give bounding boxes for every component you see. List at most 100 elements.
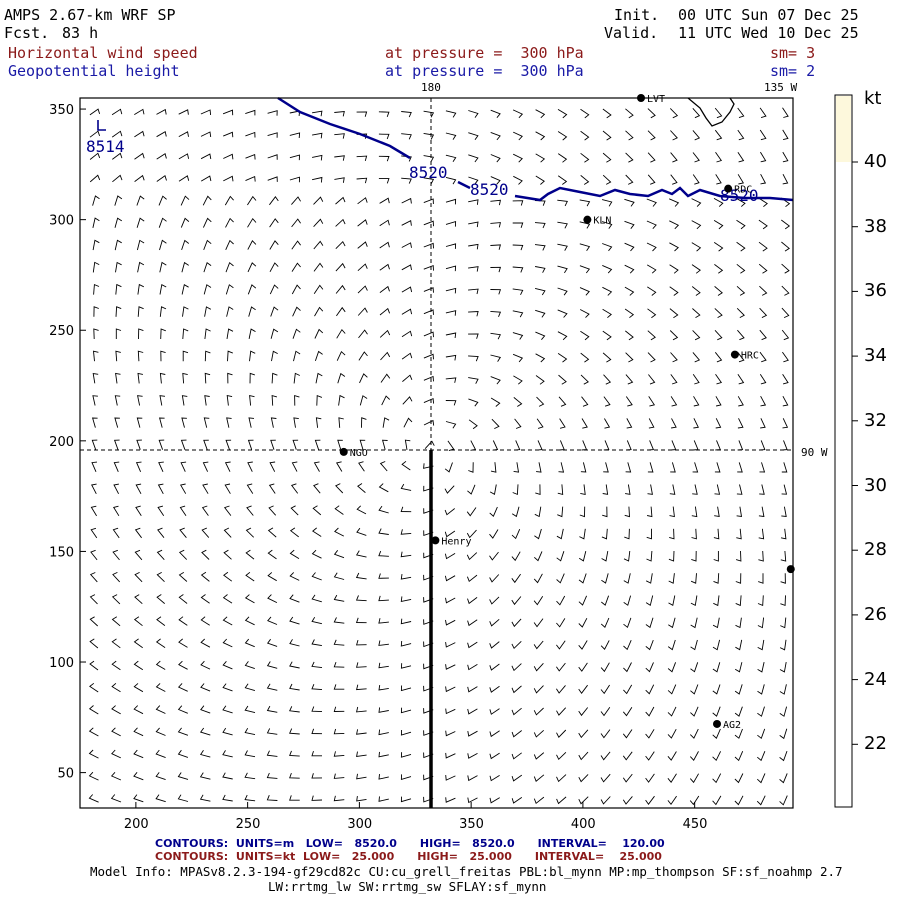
wind-barb [401, 220, 412, 226]
wind-barb [601, 221, 613, 229]
wind-barb [423, 132, 435, 140]
wind-barb [400, 685, 412, 692]
wind-barb [647, 330, 656, 341]
x-tick-label: 450 [683, 817, 708, 832]
wind-barb [647, 108, 656, 119]
wind-barb [712, 706, 721, 717]
wind-barb [359, 373, 368, 384]
wind-barb [692, 308, 701, 318]
wind-barb [624, 506, 630, 518]
wind-barb [534, 287, 546, 296]
wind-barb [714, 107, 723, 119]
wind-barb [378, 133, 390, 140]
wind-barb [758, 263, 768, 274]
wind-barb [513, 397, 523, 407]
wind-barb [247, 262, 257, 273]
wind-barb [180, 195, 190, 206]
wind-barb [93, 306, 99, 317]
wind-barb [669, 506, 675, 518]
wind-barb [714, 286, 723, 296]
wind-barb [134, 571, 143, 583]
wind-barb [580, 130, 590, 141]
wind-barb [378, 729, 389, 736]
wind-barb [445, 265, 457, 272]
wind-barb [266, 683, 278, 691]
wind-barb [667, 751, 677, 761]
wind-barb [512, 266, 524, 273]
wind-barb [403, 417, 413, 428]
wind-barb [557, 153, 568, 163]
wind-barb [357, 197, 368, 205]
wind-barb [356, 751, 367, 758]
wind-barb [156, 616, 166, 626]
wind-barb [490, 244, 501, 250]
wind-barb [110, 794, 122, 803]
wind-barb [246, 505, 254, 516]
wind-barb [714, 129, 723, 141]
wind-barb [782, 151, 789, 163]
wind-barb [114, 395, 121, 406]
x-tick-label: 300 [347, 817, 372, 832]
wind-barb [222, 705, 233, 714]
wind-barb [379, 329, 391, 338]
wind-barb [734, 773, 744, 784]
wind-barb [759, 307, 768, 319]
wind-barb [556, 528, 564, 540]
wind-barb [355, 595, 367, 602]
x-tick-label: 250 [236, 817, 261, 832]
wind-barb [489, 574, 500, 583]
wind-barb [199, 727, 211, 736]
wind-barb [624, 286, 635, 296]
wind-barb [468, 398, 479, 407]
wind-barb [712, 728, 721, 739]
wind-barb [444, 575, 456, 582]
wind-barb [314, 350, 323, 362]
wind-barb [467, 730, 478, 737]
wind-barb [311, 639, 322, 647]
wind-barb [670, 396, 678, 407]
wind-barb [112, 549, 120, 561]
wind-barb [134, 549, 143, 561]
wind-barb [602, 264, 613, 274]
wind-barb [222, 794, 233, 802]
wind-barb [489, 506, 498, 517]
wind-barb [112, 174, 123, 183]
wind-barb [601, 551, 609, 562]
wind-barb [356, 706, 367, 713]
wind-barb [692, 462, 699, 473]
wind-barb [625, 130, 634, 141]
wind-barb [533, 752, 545, 760]
wind-barb [222, 683, 233, 692]
wind-barb [112, 571, 121, 583]
wind-barb [470, 440, 477, 451]
wind-barb [556, 573, 565, 584]
wind-barb [291, 240, 301, 250]
wind-barb [289, 772, 300, 779]
wind-barb [311, 728, 323, 735]
wind-barb [135, 461, 142, 472]
wind-barb [715, 440, 721, 451]
wind-barb [445, 797, 456, 803]
wind-barb [182, 306, 189, 317]
wind-barb [290, 505, 299, 516]
wind-barb [712, 795, 722, 806]
wind-barb [445, 287, 457, 294]
wind-barb [266, 795, 278, 801]
wind-barb [513, 175, 523, 185]
wind-barb [782, 107, 789, 118]
wind-barb [780, 595, 786, 607]
wind-barb [423, 220, 434, 227]
wind-barb [714, 308, 723, 318]
y-tick-label: 50 [57, 767, 74, 782]
wind-barb [178, 616, 188, 626]
wind-barb [736, 197, 746, 207]
wind-barb [535, 175, 545, 185]
wind-barb [580, 352, 590, 363]
wind-barb [355, 550, 367, 558]
wind-barb [781, 329, 790, 341]
wind-barb [157, 527, 165, 538]
wind-barb [224, 195, 234, 206]
wind-barb [734, 684, 743, 695]
wind-barb [222, 616, 233, 626]
wind-barb [781, 506, 787, 518]
